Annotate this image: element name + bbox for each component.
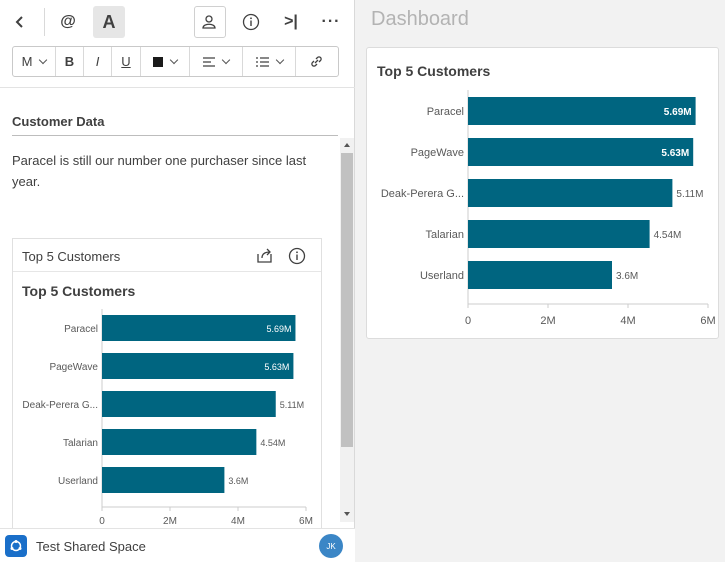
- link-icon: [310, 56, 322, 67]
- card-header-title: Top 5 Customers: [22, 249, 121, 264]
- bar: [468, 97, 696, 125]
- italic-button[interactable]: I: [84, 47, 112, 76]
- shared-space-icon: [5, 535, 27, 557]
- category-label: Deak-Perera G...: [22, 400, 98, 411]
- x-tick-label: 4M: [231, 516, 245, 527]
- chevron-down-icon: [221, 55, 231, 65]
- mention-button[interactable]: @: [60, 13, 76, 30]
- scrollbar-thumb[interactable]: [341, 153, 353, 447]
- align-left-icon: [203, 56, 215, 67]
- footer-bar: Test Shared Space JK: [0, 528, 355, 562]
- bar: [468, 179, 673, 207]
- bar-chart-right: Paracel 5.69M PageWave 5.63M Deak-Perera G..…: [381, 90, 716, 327]
- align-dropdown[interactable]: [190, 47, 243, 76]
- bar: [102, 391, 276, 417]
- collapse-button[interactable]: >|: [284, 13, 298, 30]
- category-label: Userland: [58, 476, 98, 487]
- bar: [102, 353, 294, 379]
- category-label: Paracel: [64, 324, 98, 335]
- x-tick-label: 2M: [163, 516, 177, 527]
- value-label: 5.69M: [664, 107, 692, 118]
- editor-toolbar: @ A >| ···: [0, 0, 355, 44]
- space-name[interactable]: Test Shared Space: [36, 539, 146, 554]
- text-format-button[interactable]: A: [93, 6, 125, 38]
- x-tick-label: 6M: [299, 516, 313, 527]
- scroll-up-arrow-icon[interactable]: [344, 143, 350, 147]
- chevron-down-icon: [275, 55, 284, 65]
- toolbar-bottom-divider: [0, 87, 355, 88]
- toolbar-divider: [44, 8, 45, 36]
- value-label: 4.54M: [260, 438, 285, 448]
- bar: [468, 261, 612, 289]
- value-label: 3.6M: [616, 271, 638, 282]
- bar-chart-left: Paracel 5.69M PageWave 5.63M Deak-Perera G..…: [22, 309, 313, 527]
- note-heading[interactable]: Customer Data: [12, 114, 105, 129]
- chevron-down-icon: [39, 55, 48, 65]
- dashboard-chart-card[interactable]: Top 5 Customers Paracel 5.69M PageWave 5.63…: [366, 47, 719, 339]
- dashboard-title: Dashboard: [371, 8, 469, 30]
- category-label: PageWave: [411, 147, 464, 159]
- info-icon[interactable]: [288, 247, 306, 265]
- color-swatch: [153, 56, 163, 67]
- share-button[interactable]: [194, 6, 226, 38]
- underline-button[interactable]: U: [112, 47, 141, 76]
- category-label: Talarian: [63, 438, 98, 449]
- x-tick-label: 6M: [700, 315, 715, 327]
- bar: [102, 467, 225, 493]
- back-button[interactable]: [4, 6, 36, 38]
- heading-underline: [12, 135, 338, 136]
- value-label: 5.63M: [264, 362, 289, 372]
- value-label: 5.69M: [266, 324, 291, 334]
- bold-button[interactable]: B: [56, 47, 84, 76]
- note-paragraph[interactable]: Paracel is still our number one purchase…: [12, 153, 307, 189]
- scroll-down-arrow-icon[interactable]: [344, 512, 350, 516]
- x-tick-label: 0: [99, 516, 105, 527]
- bar: [102, 429, 257, 455]
- x-tick-label: 0: [465, 315, 471, 327]
- value-label: 3.6M: [228, 476, 248, 486]
- font-size-dropdown[interactable]: M: [13, 47, 56, 76]
- note-editor-panel: @ A >| ··· M B I U: [0, 0, 355, 562]
- chevron-down-icon: [169, 55, 179, 65]
- category-label: Talarian: [425, 229, 464, 241]
- category-label: Deak-Perera G...: [381, 188, 464, 200]
- value-label: 5.11M: [676, 189, 703, 200]
- list-dropdown[interactable]: [243, 47, 296, 76]
- people-icon: [202, 15, 216, 29]
- bar: [468, 220, 650, 248]
- value-label: 4.54M: [654, 230, 682, 241]
- category-label: PageWave: [49, 362, 98, 373]
- text-color-dropdown[interactable]: [141, 47, 190, 76]
- value-label: 5.11M: [280, 400, 304, 410]
- value-label: 5.63M: [661, 148, 689, 159]
- chart-title: Top 5 Customers: [377, 63, 491, 79]
- link-button[interactable]: [296, 47, 336, 76]
- list-icon: [255, 56, 269, 67]
- avatar[interactable]: JK: [319, 534, 343, 558]
- info-button[interactable]: [235, 6, 267, 38]
- embedded-chart-card[interactable]: Top 5 Customers Top 5 Customers Paracel 5…: [12, 238, 322, 528]
- font-size-label: M: [21, 54, 33, 69]
- chart-title: Top 5 Customers: [22, 283, 136, 299]
- export-icon[interactable]: [256, 247, 274, 265]
- more-button[interactable]: ···: [321, 13, 341, 30]
- chevron-left-icon: [15, 16, 23, 28]
- card-header: Top 5 Customers: [13, 239, 321, 272]
- x-tick-label: 2M: [540, 315, 555, 327]
- bar: [468, 138, 694, 166]
- category-label: Paracel: [427, 106, 464, 118]
- category-label: Userland: [420, 270, 464, 282]
- format-toolbar: M B I U: [12, 46, 339, 77]
- bar: [102, 315, 296, 341]
- info-icon: [242, 13, 260, 31]
- x-tick-label: 4M: [620, 315, 635, 327]
